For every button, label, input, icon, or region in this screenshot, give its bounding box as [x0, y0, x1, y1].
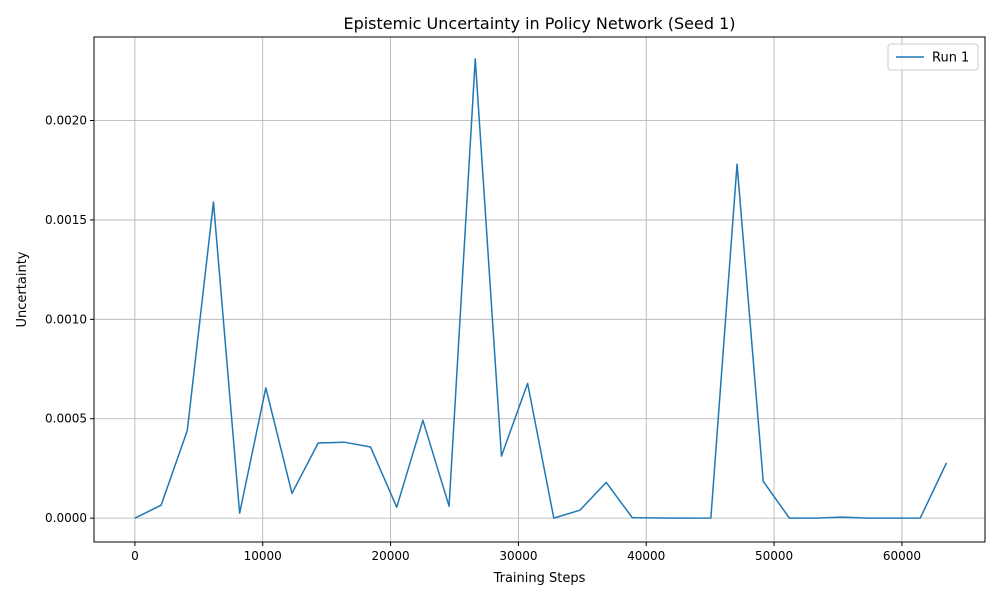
x-tick-label: 10000	[244, 549, 282, 563]
y-axis-label: Uncertainty	[15, 251, 30, 327]
y-tick-label: 0.0000	[45, 511, 87, 525]
chart-title: Epistemic Uncertainty in Policy Network …	[343, 14, 735, 33]
y-tick-label: 0.0005	[45, 412, 87, 426]
y-tick-label: 0.0015	[45, 213, 87, 227]
x-tick-label: 50000	[755, 549, 793, 563]
x-axis-label: Training Steps	[493, 571, 586, 586]
series-line-run-1	[134, 58, 948, 519]
y-tick-label: 0.0020	[45, 114, 87, 128]
x-tick-label: 30000	[499, 549, 537, 563]
legend-box	[887, 43, 979, 71]
x-tick-label: 20000	[371, 549, 409, 563]
x-tick-label: 60000	[883, 549, 921, 563]
x-tick-label: 40000	[627, 549, 665, 563]
plot-frame	[93, 36, 986, 543]
y-axis-ticks: 0.0000 0.0005 0.0010 0.0015 0.0020	[45, 114, 94, 525]
legend-label-run-1: Run 1	[932, 51, 969, 66]
x-axis-ticks: 0 10000 20000 30000 40000 50000 60000	[131, 542, 921, 563]
legend: Run 1	[887, 43, 979, 71]
series-group	[134, 58, 948, 519]
gridlines	[94, 37, 985, 542]
y-tick-label: 0.0010	[45, 312, 87, 326]
x-tick-label: 0	[131, 549, 139, 563]
